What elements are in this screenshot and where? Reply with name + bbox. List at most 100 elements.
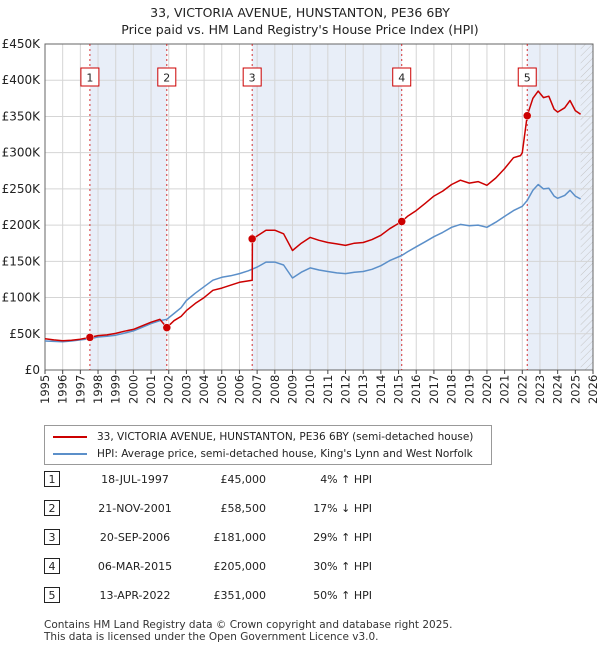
sale-date: 21-NOV-2001 [98,502,172,515]
x-tick-label: 2016 [409,375,423,404]
x-tick-label: 2011 [321,375,335,404]
y-tick-label: £450K [2,37,42,51]
sale-point-4 [397,217,406,226]
sale-point-3 [247,234,257,244]
sale-point-5 [522,111,532,120]
plot-frame [44,43,594,371]
sale-label-4: 4 [398,72,405,85]
sale-price: £351,000 [213,589,267,602]
y-tick-label: £0 [25,363,40,377]
sale-label-box-2 [157,67,177,87]
x-tick-label: 2002 [162,375,176,404]
x-tick-label: 2012 [339,375,353,404]
sale-label-3: 3 [249,72,256,85]
x-tick-label: 2007 [250,375,264,404]
sale-markers: 1 2 3 4 5 [80,67,537,342]
x-tick-label: 2004 [197,375,211,404]
x-tick-label: 2018 [445,375,459,404]
x-tick-label: 2014 [374,375,388,404]
footer-licence: This data is licensed under the Open Gov… [44,631,379,643]
sale-label-box-4 [392,67,412,87]
sale-price: £205,000 [213,560,267,573]
sale-date: 20-SEP-2006 [99,531,171,544]
sale-row-4: 4 06-MAR-2015 £205,000 30% ↑ HPI [44,557,444,577]
chart-subtitle: Price paid vs. HM Land Registry's House … [121,22,479,37]
legend-swatch-blue [53,453,87,455]
y-tick-label: £300K [2,146,42,160]
sale-hpi-diff: 50% ↑ HPI [313,589,372,602]
sale-label-box-5 [517,67,537,87]
x-tick-label: 1997 [73,375,87,404]
x-tick-label: 1996 [56,375,70,404]
x-tick-label: 2025 [568,375,582,404]
shaded-period-1 [89,44,167,370]
sale-number: 2 [44,500,60,516]
price-chart: 1 2 3 4 5 £0 £50K £100K £150K £200K £250K £300K £35… [2,37,600,404]
sale-point-2 [162,323,172,332]
y-tick-label: £400K [2,73,42,87]
sale-label-1: 1 [86,72,93,85]
sale-number: 4 [44,558,60,574]
x-tick-label: 2005 [215,375,229,404]
x-tick-label: 2020 [480,375,494,404]
legend-item-hpi: HPI: Average price, semi-detached house,… [53,446,473,462]
sale-row-2: 2 21-NOV-2001 £58,500 17% ↓ HPI [44,499,444,519]
legend-label-property: 33, VICTORIA AVENUE, HUNSTANTON, PE36 6B… [97,431,474,443]
y-tick-label: £150K [2,254,42,268]
sale-row-1: 1 18-JUL-1997 £45,000 4% ↑ HPI [44,470,444,490]
legend: 33, VICTORIA AVENUE, HUNSTANTON, PE36 6B… [44,425,492,465]
x-tick-label: 2008 [268,375,282,404]
x-tick-label: 2017 [427,375,441,404]
legend-swatch-red [53,436,87,438]
y-tick-label: £250K [2,182,42,196]
series-lines [45,90,582,343]
property-price-line [45,90,582,342]
x-tick-label: 2021 [498,375,512,404]
x-tick-label: 1995 [38,375,52,404]
x-tick-label: 1998 [91,375,105,404]
sale-date: 18-JUL-1997 [101,473,169,486]
chart-title: 33, VICTORIA AVENUE, HUNSTANTON, PE36 6B… [150,5,450,20]
x-tick-label: 2015 [392,375,406,404]
sale-date: 13-APR-2022 [99,589,171,602]
x-tick-label: 2010 [303,375,317,404]
chart-title-block: 33, VICTORIA AVENUE, HUNSTANTON, PE36 6B… [0,4,600,38]
sale-hpi-diff: 17% ↓ HPI [313,502,372,515]
sale-hpi-diff: 29% ↑ HPI [313,531,372,544]
sale-number: 3 [44,529,60,545]
x-tick-label: 2013 [356,375,370,404]
legend-item-property: 33, VICTORIA AVENUE, HUNSTANTON, PE36 6B… [53,429,473,445]
sale-price: £45,000 [220,473,267,486]
legend-label-hpi: HPI: Average price, semi-detached house,… [97,448,473,460]
x-tick-label: 2003 [179,375,193,404]
x-tick-label: 2009 [285,375,299,404]
x-tick-label: 1999 [109,375,123,404]
sale-hpi-diff: 30% ↑ HPI [313,560,372,573]
footer: Contains HM Land Registry data © Crown c… [44,619,452,643]
sale-label-box-3 [242,67,262,87]
sale-point-1 [85,333,95,342]
sale-price: £181,000 [213,531,267,544]
y-tick-label: £100K [2,291,42,305]
future-hatch [580,44,593,370]
x-tick-label: 2001 [144,375,158,404]
footer-copyright: Contains HM Land Registry data © Crown c… [44,619,453,631]
sale-periods-shading [45,44,593,370]
x-tick-label: 2024 [551,375,565,404]
sale-price: £58,500 [220,502,267,515]
x-tick-label: 2026 [586,375,600,404]
y-tick-label: £350K [2,109,42,123]
gridlines [44,43,594,371]
x-tick-label: 2023 [533,375,547,404]
sale-label-2: 2 [163,72,170,85]
y-axis: £0 £50K £100K £150K £200K £250K £300K £350K £400… [2,37,42,377]
y-tick-label: £200K [2,218,42,232]
x-tick-label: 2006 [232,375,246,404]
sale-label-box-1 [80,67,100,87]
y-tick-label: £50K [9,327,41,341]
hpi-line [45,183,581,343]
sale-date: 06-MAR-2015 [97,560,173,573]
sale-row-5: 5 13-APR-2022 £351,000 50% ↑ HPI [44,586,444,606]
sale-row-3: 3 20-SEP-2006 £181,000 29% ↑ HPI [44,528,444,548]
x-tick-label: 2000 [126,375,140,404]
